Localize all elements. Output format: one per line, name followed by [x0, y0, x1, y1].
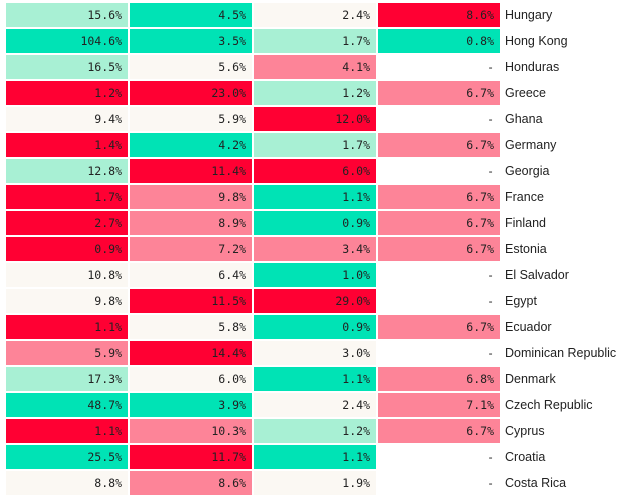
heatmap-cell: 2.4%	[254, 3, 376, 27]
country-label: Cyprus	[505, 424, 545, 438]
heatmap-cell: 0.9%	[6, 237, 128, 261]
heatmap-cell: 5.9%	[6, 341, 128, 365]
country-label: Greece	[505, 86, 546, 100]
heatmap-cell: 6.7%	[378, 315, 500, 339]
heatmap-cell: 17.3%	[6, 367, 128, 391]
heatmap-cell: 4.5%	[130, 3, 252, 27]
heatmap-cell: 0.9%	[254, 315, 376, 339]
heatmap-cell: 10.3%	[130, 419, 252, 443]
heatmap-cell: 1.1%	[6, 315, 128, 339]
heatmap-cell: 5.9%	[130, 107, 252, 131]
heatmap-cell: 11.4%	[130, 159, 252, 183]
heatmap-cell: -	[378, 289, 500, 313]
heatmap-cell: 10.8%	[6, 263, 128, 287]
heatmap-cell: 4.2%	[130, 133, 252, 157]
country-label: Egypt	[505, 294, 537, 308]
heatmap-cell: 11.7%	[130, 445, 252, 469]
heatmap-cell: 6.7%	[378, 237, 500, 261]
heatmap-cell: 6.4%	[130, 263, 252, 287]
heatmap-cell: -	[378, 471, 500, 495]
heatmap-cell: 1.2%	[254, 81, 376, 105]
heatmap-cell: 9.8%	[6, 289, 128, 313]
heatmap-cell: 1.1%	[6, 419, 128, 443]
country-label: Ghana	[505, 112, 543, 126]
heatmap-cell: 48.7%	[6, 393, 128, 417]
heatmap-cell: 15.6%	[6, 3, 128, 27]
heatmap-cell: 1.1%	[254, 445, 376, 469]
heatmap-cell: 3.5%	[130, 29, 252, 53]
heatmap-cell: 1.7%	[254, 133, 376, 157]
country-label: El Salvador	[505, 268, 569, 282]
heatmap-cell: 0.9%	[254, 211, 376, 235]
heatmap-cell: 12.0%	[254, 107, 376, 131]
heatmap-cell: 3.0%	[254, 341, 376, 365]
heatmap-cell: 1.7%	[6, 185, 128, 209]
heatmap-cell: 6.0%	[254, 159, 376, 183]
heatmap-cell: 6.7%	[378, 81, 500, 105]
heatmap-cell: -	[378, 107, 500, 131]
heatmap-cell: 14.4%	[130, 341, 252, 365]
heatmap-cell: 23.0%	[130, 81, 252, 105]
country-label: France	[505, 190, 544, 204]
heatmap-cell: 8.9%	[130, 211, 252, 235]
heatmap-cell: -	[378, 55, 500, 79]
heatmap-cell: 16.5%	[6, 55, 128, 79]
heatmap-cell: 4.1%	[254, 55, 376, 79]
heatmap-cell: 1.2%	[6, 81, 128, 105]
heatmap-cell: 2.7%	[6, 211, 128, 235]
heatmap-cell: -	[378, 159, 500, 183]
heatmap-cell: 2.4%	[254, 393, 376, 417]
country-label: Denmark	[505, 372, 556, 386]
heatmap-cell: 3.4%	[254, 237, 376, 261]
heatmap-cell: 104.6%	[6, 29, 128, 53]
country-label: Hungary	[505, 8, 553, 22]
country-label: Dominican Republic	[505, 346, 617, 360]
heatmap-cell: 5.8%	[130, 315, 252, 339]
heatmap-cell: 8.6%	[378, 3, 500, 27]
heatmap-cell: 11.5%	[130, 289, 252, 313]
heatmap-cell: 29.0%	[254, 289, 376, 313]
heatmap-cell: 3.9%	[130, 393, 252, 417]
heatmap-cell: 1.1%	[254, 367, 376, 391]
heatmap-cell: 6.7%	[378, 419, 500, 443]
heatmap-cell: -	[378, 263, 500, 287]
heatmap-cell: -	[378, 445, 500, 469]
heatmap-cell: 1.2%	[254, 419, 376, 443]
heatmap-cell: 5.6%	[130, 55, 252, 79]
heatmap-cell: 0.8%	[378, 29, 500, 53]
country-label: Costa Rica	[505, 476, 567, 490]
heatmap-cell: 1.0%	[254, 263, 376, 287]
heatmap-cell: 6.7%	[378, 133, 500, 157]
country-label: Finland	[505, 216, 546, 230]
heatmap-cell: 6.7%	[378, 211, 500, 235]
heatmap-cell: 6.8%	[378, 367, 500, 391]
heatmap-cell: 7.2%	[130, 237, 252, 261]
country-label: Hong Kong	[505, 34, 568, 48]
country-label: Ecuador	[505, 320, 552, 334]
heatmap-cell: -	[378, 341, 500, 365]
heatmap-cell: 1.4%	[6, 133, 128, 157]
heatmap-cell: 8.6%	[130, 471, 252, 495]
heatmap-cell: 1.9%	[254, 471, 376, 495]
country-label: Honduras	[505, 60, 560, 74]
heatmap-cell: 7.1%	[378, 393, 500, 417]
country-label: Georgia	[505, 164, 550, 178]
heatmap-cell: 25.5%	[6, 445, 128, 469]
country-label: Estonia	[505, 242, 547, 256]
heatmap-cell: 12.8%	[6, 159, 128, 183]
heatmap-cell: 1.7%	[254, 29, 376, 53]
heatmap-cell: 9.8%	[130, 185, 252, 209]
heatmap-cell: 8.8%	[6, 471, 128, 495]
heatmap-cell: 9.4%	[6, 107, 128, 131]
heatmap-cell: 1.1%	[254, 185, 376, 209]
heatmap-cell: 6.7%	[378, 185, 500, 209]
heatmap-cell: 6.0%	[130, 367, 252, 391]
country-label: Germany	[505, 138, 557, 152]
country-label: Croatia	[505, 450, 546, 464]
country-label: Czech Republic	[505, 398, 593, 412]
